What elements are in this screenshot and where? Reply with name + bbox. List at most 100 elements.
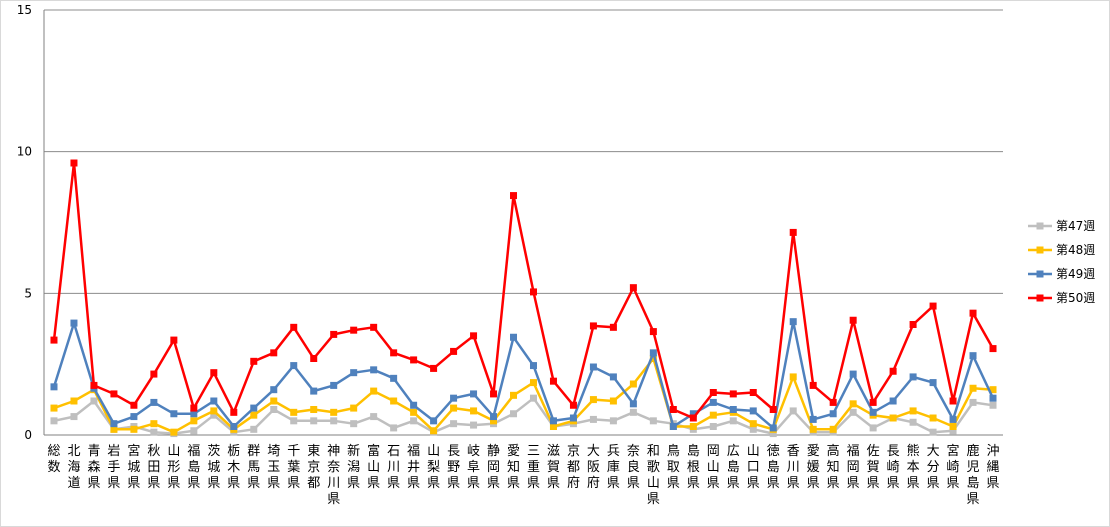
data-point — [50, 404, 58, 412]
data-point — [270, 406, 278, 413]
data-point — [330, 381, 338, 389]
data-point — [569, 414, 577, 422]
data-point — [549, 423, 557, 430]
x-tick-label: 神奈川県 — [327, 444, 340, 507]
data-point — [510, 410, 518, 418]
data-point — [430, 417, 438, 425]
data-point — [190, 417, 198, 425]
data-point — [529, 362, 537, 370]
data-point — [390, 424, 398, 432]
data-point — [450, 394, 458, 402]
x-tick-label: 大阪府 — [587, 444, 600, 491]
legend-marker — [1036, 294, 1044, 302]
data-point — [949, 423, 957, 430]
data-point — [989, 386, 997, 394]
data-point — [370, 387, 378, 395]
data-point — [629, 380, 637, 388]
data-point — [230, 408, 238, 416]
x-tick-label: 徳島県 — [767, 444, 780, 491]
x-tick-label: 山形県 — [167, 444, 180, 491]
x-tick-label: 岡山県 — [707, 444, 720, 491]
data-point — [230, 423, 238, 430]
data-point — [829, 398, 837, 406]
data-point — [370, 366, 378, 374]
data-point — [50, 336, 58, 344]
data-point — [290, 417, 298, 425]
data-point — [310, 406, 318, 413]
data-point — [190, 427, 198, 435]
data-point — [130, 413, 138, 421]
data-point — [490, 413, 498, 421]
data-point — [709, 423, 717, 430]
data-point — [809, 415, 817, 423]
x-tick-label: 長崎県 — [887, 444, 900, 491]
data-point — [609, 373, 617, 381]
y-axis-ticks: 0 5 10 15 — [17, 3, 32, 442]
legend-item[interactable]: 第48週 — [1028, 243, 1095, 257]
data-point — [190, 404, 198, 412]
data-point — [609, 397, 617, 405]
data-point — [909, 418, 917, 426]
legend-item[interactable]: 第50週 — [1028, 291, 1095, 305]
data-point — [789, 228, 797, 236]
x-tick-label: 兵庫県 — [607, 444, 620, 491]
x-tick-label: 総数 — [47, 444, 60, 475]
data-point — [70, 319, 78, 327]
legend-marker — [1036, 270, 1044, 278]
data-point — [869, 424, 877, 432]
data-point — [470, 390, 478, 398]
data-point — [949, 415, 957, 423]
legend-marker — [1036, 222, 1044, 230]
data-point — [110, 420, 118, 428]
data-point — [310, 417, 318, 425]
data-point — [70, 397, 78, 405]
data-point — [809, 381, 817, 389]
data-point — [290, 323, 298, 331]
data-point — [869, 398, 877, 406]
legend-item[interactable]: 第49週 — [1028, 267, 1095, 281]
x-tick-label: 愛知県 — [507, 444, 520, 491]
legend-label: 第50週 — [1056, 291, 1095, 305]
data-point — [789, 407, 797, 415]
data-point — [450, 404, 458, 412]
data-point — [510, 391, 518, 399]
data-point — [989, 401, 997, 409]
data-point — [529, 288, 537, 296]
data-point — [490, 390, 498, 398]
data-point — [789, 373, 797, 381]
data-point — [490, 417, 498, 425]
data-point — [50, 417, 58, 425]
data-point — [250, 404, 258, 412]
data-point — [270, 386, 278, 394]
data-point — [410, 356, 418, 364]
data-point — [849, 370, 857, 378]
legend-label: 第49週 — [1056, 267, 1095, 281]
data-point — [849, 400, 857, 408]
x-tick-label: 京都府 — [567, 444, 580, 491]
data-point — [689, 423, 697, 430]
legend-item[interactable]: 第47週 — [1028, 219, 1095, 233]
data-point — [929, 414, 937, 422]
x-tick-label: 岐阜県 — [467, 444, 480, 491]
data-point — [709, 398, 717, 406]
x-tick-label: 千葉県 — [287, 444, 300, 491]
data-point — [430, 364, 438, 372]
data-point — [749, 389, 757, 396]
x-tick-label: 香川県 — [787, 444, 800, 491]
x-tick-label: 富山県 — [367, 443, 380, 491]
data-point — [90, 381, 98, 389]
x-tick-label: 群馬県 — [247, 444, 260, 491]
x-tick-label: 宮崎県 — [947, 443, 960, 491]
data-point — [290, 362, 298, 370]
data-point — [829, 425, 837, 433]
y-tick-label: 5 — [24, 286, 32, 300]
x-tick-label: 静岡県 — [487, 444, 500, 491]
data-point — [649, 417, 657, 425]
legend-label: 第47週 — [1056, 219, 1095, 233]
data-point — [789, 318, 797, 326]
data-point — [869, 408, 877, 416]
x-tick-label: 長野県 — [447, 444, 460, 491]
data-point — [470, 332, 478, 340]
data-point — [210, 407, 218, 415]
